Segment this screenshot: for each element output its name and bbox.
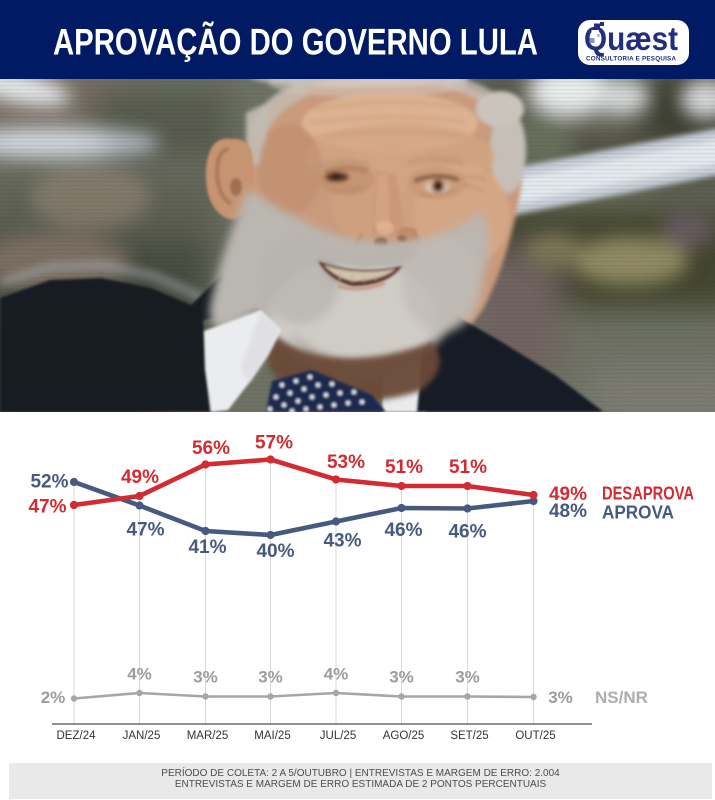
svg-text:SET/25: SET/25 — [450, 730, 488, 742]
svg-text:DEZ/24: DEZ/24 — [57, 730, 97, 742]
svg-text:3%: 3% — [258, 668, 283, 687]
svg-text:MAR/25: MAR/25 — [187, 730, 229, 742]
svg-text:49%: 49% — [549, 484, 587, 505]
svg-text:CONSULTORIA E PESQUISA: CONSULTORIA E PESQUISA — [586, 56, 676, 63]
svg-text:56%: 56% — [192, 438, 230, 459]
svg-text:52%: 52% — [30, 472, 68, 493]
svg-text:41%: 41% — [188, 537, 226, 558]
svg-text:AGO/25: AGO/25 — [383, 730, 425, 742]
svg-text:2%: 2% — [41, 688, 66, 707]
svg-text:APROVAÇÃO DO GOVERNO LULA: APROVAÇÃO DO GOVERNO LULA — [53, 21, 538, 63]
svg-text:NS/NR: NS/NR — [595, 688, 648, 707]
svg-text:46%: 46% — [448, 522, 486, 543]
svg-text:57%: 57% — [255, 433, 293, 454]
svg-text:3%: 3% — [389, 668, 414, 687]
svg-text:49%: 49% — [121, 467, 159, 488]
svg-text:4%: 4% — [324, 665, 349, 684]
svg-text:47%: 47% — [28, 497, 66, 518]
svg-text:53%: 53% — [327, 452, 365, 473]
svg-text:3%: 3% — [548, 688, 573, 707]
svg-text:51%: 51% — [385, 457, 423, 478]
svg-text:4%: 4% — [127, 665, 152, 684]
svg-text:51%: 51% — [449, 457, 487, 478]
svg-text:43%: 43% — [323, 531, 361, 552]
svg-text:3%: 3% — [455, 668, 480, 687]
svg-text:DESAPROVA: DESAPROVA — [602, 484, 694, 504]
svg-text:3%: 3% — [193, 668, 218, 687]
svg-text:46%: 46% — [384, 520, 422, 541]
svg-text:40%: 40% — [256, 541, 294, 562]
svg-text:JUL/25: JUL/25 — [320, 730, 356, 742]
svg-text:OUT/25: OUT/25 — [515, 730, 555, 742]
svg-text:MAI/25: MAI/25 — [254, 730, 290, 742]
svg-text:JAN/25: JAN/25 — [123, 730, 161, 742]
svg-text:48%: 48% — [549, 501, 587, 522]
svg-text:APROVA: APROVA — [602, 503, 674, 523]
svg-text:47%: 47% — [126, 520, 164, 541]
